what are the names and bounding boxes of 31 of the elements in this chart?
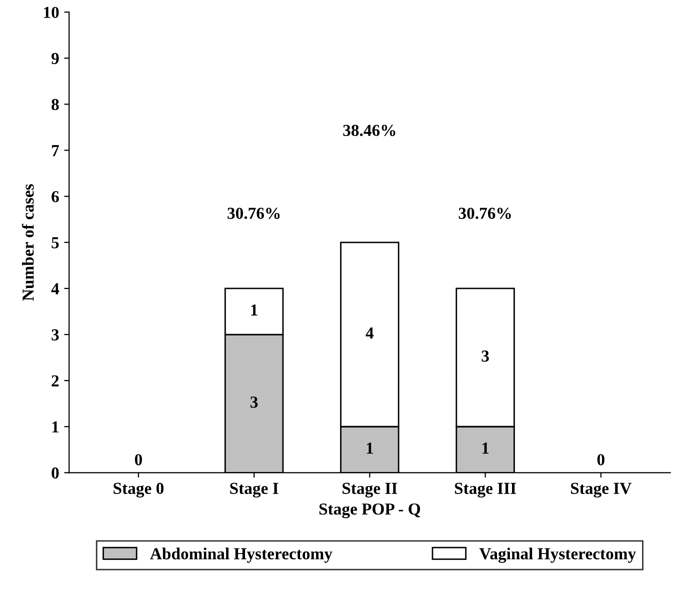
legend-label: Vaginal Hysterectomy bbox=[479, 548, 636, 563]
data-label: 1 bbox=[482, 442, 489, 454]
x-tick-label: Stage 0 bbox=[114, 482, 164, 498]
data-label: 1 bbox=[251, 304, 258, 316]
data-label: 3 bbox=[250, 396, 258, 408]
data-label: 4 bbox=[366, 328, 374, 339]
y-tick-label: 6 bbox=[52, 191, 59, 202]
data-label: 0 bbox=[134, 454, 142, 466]
y-tick-label: 3 bbox=[52, 329, 59, 340]
x-tick-label: Stage III bbox=[454, 482, 516, 498]
x-tick-label: Stage IV bbox=[571, 482, 632, 498]
y-tick-label: 10 bbox=[44, 6, 59, 18]
x-tick-label: Stage II bbox=[342, 482, 398, 498]
y-tick-label: 2 bbox=[52, 375, 59, 386]
y-tick-label: 8 bbox=[52, 98, 59, 110]
annotation: 30.76% bbox=[458, 208, 511, 220]
data-label: 1 bbox=[366, 442, 373, 454]
data-label: 3 bbox=[482, 350, 489, 362]
y-axis-title: Number of cases bbox=[22, 184, 34, 301]
y-tick-label: 5 bbox=[52, 237, 59, 248]
annotation: 38.46% bbox=[343, 124, 396, 136]
y-tick-label: 7 bbox=[52, 145, 59, 156]
y-tick-label: 9 bbox=[52, 52, 59, 64]
y-tick-label: 1 bbox=[52, 421, 59, 432]
data-label: 0 bbox=[597, 454, 604, 466]
x-tick-label: Stage I bbox=[230, 482, 278, 498]
y-tick-label: 0 bbox=[52, 467, 59, 479]
x-axis-title: Stage POP - Q bbox=[319, 503, 420, 518]
legend-label: Abdominal Hysterectomy bbox=[150, 548, 332, 563]
annotation: 30.76% bbox=[228, 208, 280, 220]
y-tick-label: 4 bbox=[51, 283, 60, 294]
